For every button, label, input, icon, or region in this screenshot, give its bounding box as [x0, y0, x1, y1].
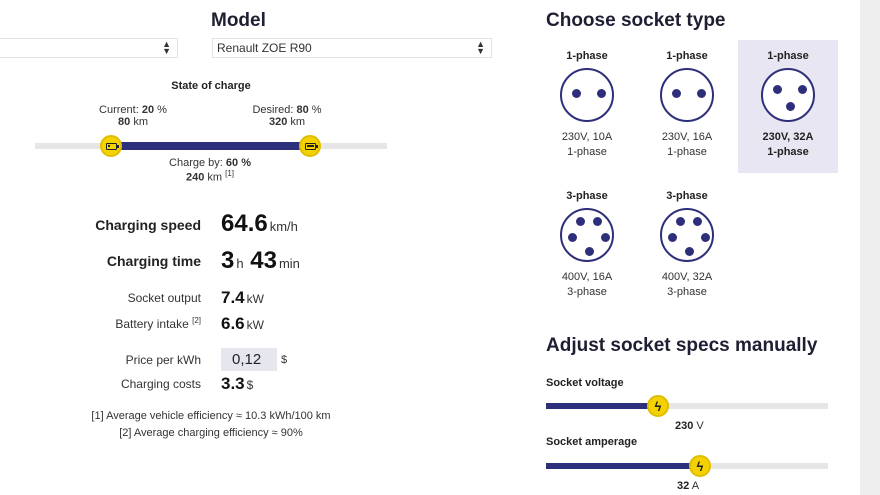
socket-option-230v-32a[interactable]: 1-phase 230V, 32A 1-phase	[738, 40, 838, 173]
current-label: Current: 20 % 80 km	[99, 104, 167, 128]
battery-intake-value: 6.6 kW	[221, 314, 264, 333]
lightning-bolt-icon: ϟ	[696, 458, 704, 474]
socket-voltage-label: Socket voltage	[546, 377, 624, 389]
battery-intake-label: Battery intake [2]	[115, 316, 201, 331]
state-of-charge-title: State of charge	[171, 80, 251, 92]
socket-phase-label: 1-phase	[566, 50, 608, 62]
current-soc-handle[interactable]	[100, 135, 122, 157]
model-select[interactable]: Renault ZOE R90 ▲ ▼	[212, 38, 492, 58]
charging-costs-value: 3.3 $	[221, 374, 254, 393]
amperage-value: 32 A	[677, 480, 700, 492]
amperage-slider-fill	[546, 463, 701, 469]
single-phase-socket-icon	[660, 68, 714, 122]
three-phase-socket-icon	[560, 208, 614, 262]
brand-select[interactable]: ▲ ▼	[0, 38, 178, 58]
charging-speed-value: 64.6 km/h	[221, 210, 298, 237]
adjust-socket-title: Adjust socket specs manually	[546, 335, 818, 356]
battery-high-icon	[304, 142, 318, 150]
socket-type-title: Choose socket type	[546, 10, 726, 31]
price-currency: $	[281, 354, 288, 366]
charge-by-label: Charge by: 60 % 240 km [1]	[169, 157, 251, 184]
socket-spec: 400V, 32A 3-phase	[661, 271, 713, 298]
battery-low-icon	[105, 142, 119, 150]
model-title: Model	[211, 10, 266, 31]
socket-spec: 230V, 16A 1-phase	[661, 131, 713, 158]
socket-option-230v-10a[interactable]: 1-phase 230V, 10A 1-phase	[537, 40, 637, 173]
socket-phase-label: 1-phase	[767, 50, 809, 62]
voltage-slider-handle[interactable]: ϟ	[647, 395, 669, 417]
socket-spec: 230V, 32A 1-phase	[762, 131, 814, 158]
amperage-slider-handle[interactable]: ϟ	[689, 455, 711, 477]
voltage-slider-fill	[546, 403, 658, 409]
single-phase-socket-icon	[560, 68, 614, 122]
socket-spec: 400V, 16A 3-phase	[561, 271, 613, 298]
socket-amperage-label: Socket amperage	[546, 436, 638, 448]
model-select-value: Renault ZOE R90	[217, 41, 312, 55]
socket-phase-label: 1-phase	[666, 50, 708, 62]
footnote-efficiency: [1] Average vehicle efficiency ≈ 10.3 kW…	[91, 410, 331, 422]
socket-phase-label: 3-phase	[666, 190, 708, 202]
scrollbar-track[interactable]	[860, 0, 880, 495]
price-per-kwh-label: Price per kWh	[125, 353, 201, 367]
lightning-bolt-icon: ϟ	[654, 398, 662, 414]
desired-label: Desired: 80 % 320 km	[252, 104, 322, 128]
three-phase-socket-icon	[660, 208, 714, 262]
socket-option-230v-16a[interactable]: 1-phase 230V, 16A 1-phase	[637, 40, 737, 173]
socket-option-400v-16a[interactable]: 3-phase 400V, 16A 3-phase	[537, 180, 637, 313]
single-phase-socket-icon	[761, 68, 815, 122]
charging-costs-label: Charging costs	[120, 377, 201, 391]
socket-output-value: 7.4 kW	[221, 288, 264, 307]
voltage-slider-track[interactable]	[546, 403, 828, 409]
select-arrows-icon: ▲ ▼	[476, 39, 485, 56]
socket-spec: 230V, 10A 1-phase	[561, 131, 613, 158]
charging-speed-label: Charging speed	[95, 217, 201, 233]
desired-soc-handle[interactable]	[299, 135, 321, 157]
soc-slider-range	[111, 142, 310, 150]
charging-time-label: Charging time	[106, 253, 201, 269]
socket-output-label: Socket output	[127, 291, 201, 305]
select-arrows-icon: ▲ ▼	[162, 39, 171, 56]
price-per-kwh-input[interactable]: 0,12	[221, 348, 277, 371]
footnote-charging-efficiency: [2] Average charging efficiency ≈ 90%	[119, 427, 303, 439]
voltage-value: 230 V	[675, 420, 704, 432]
socket-option-400v-32a[interactable]: 3-phase 400V, 32A 3-phase	[637, 180, 737, 313]
socket-phase-label: 3-phase	[566, 190, 608, 202]
